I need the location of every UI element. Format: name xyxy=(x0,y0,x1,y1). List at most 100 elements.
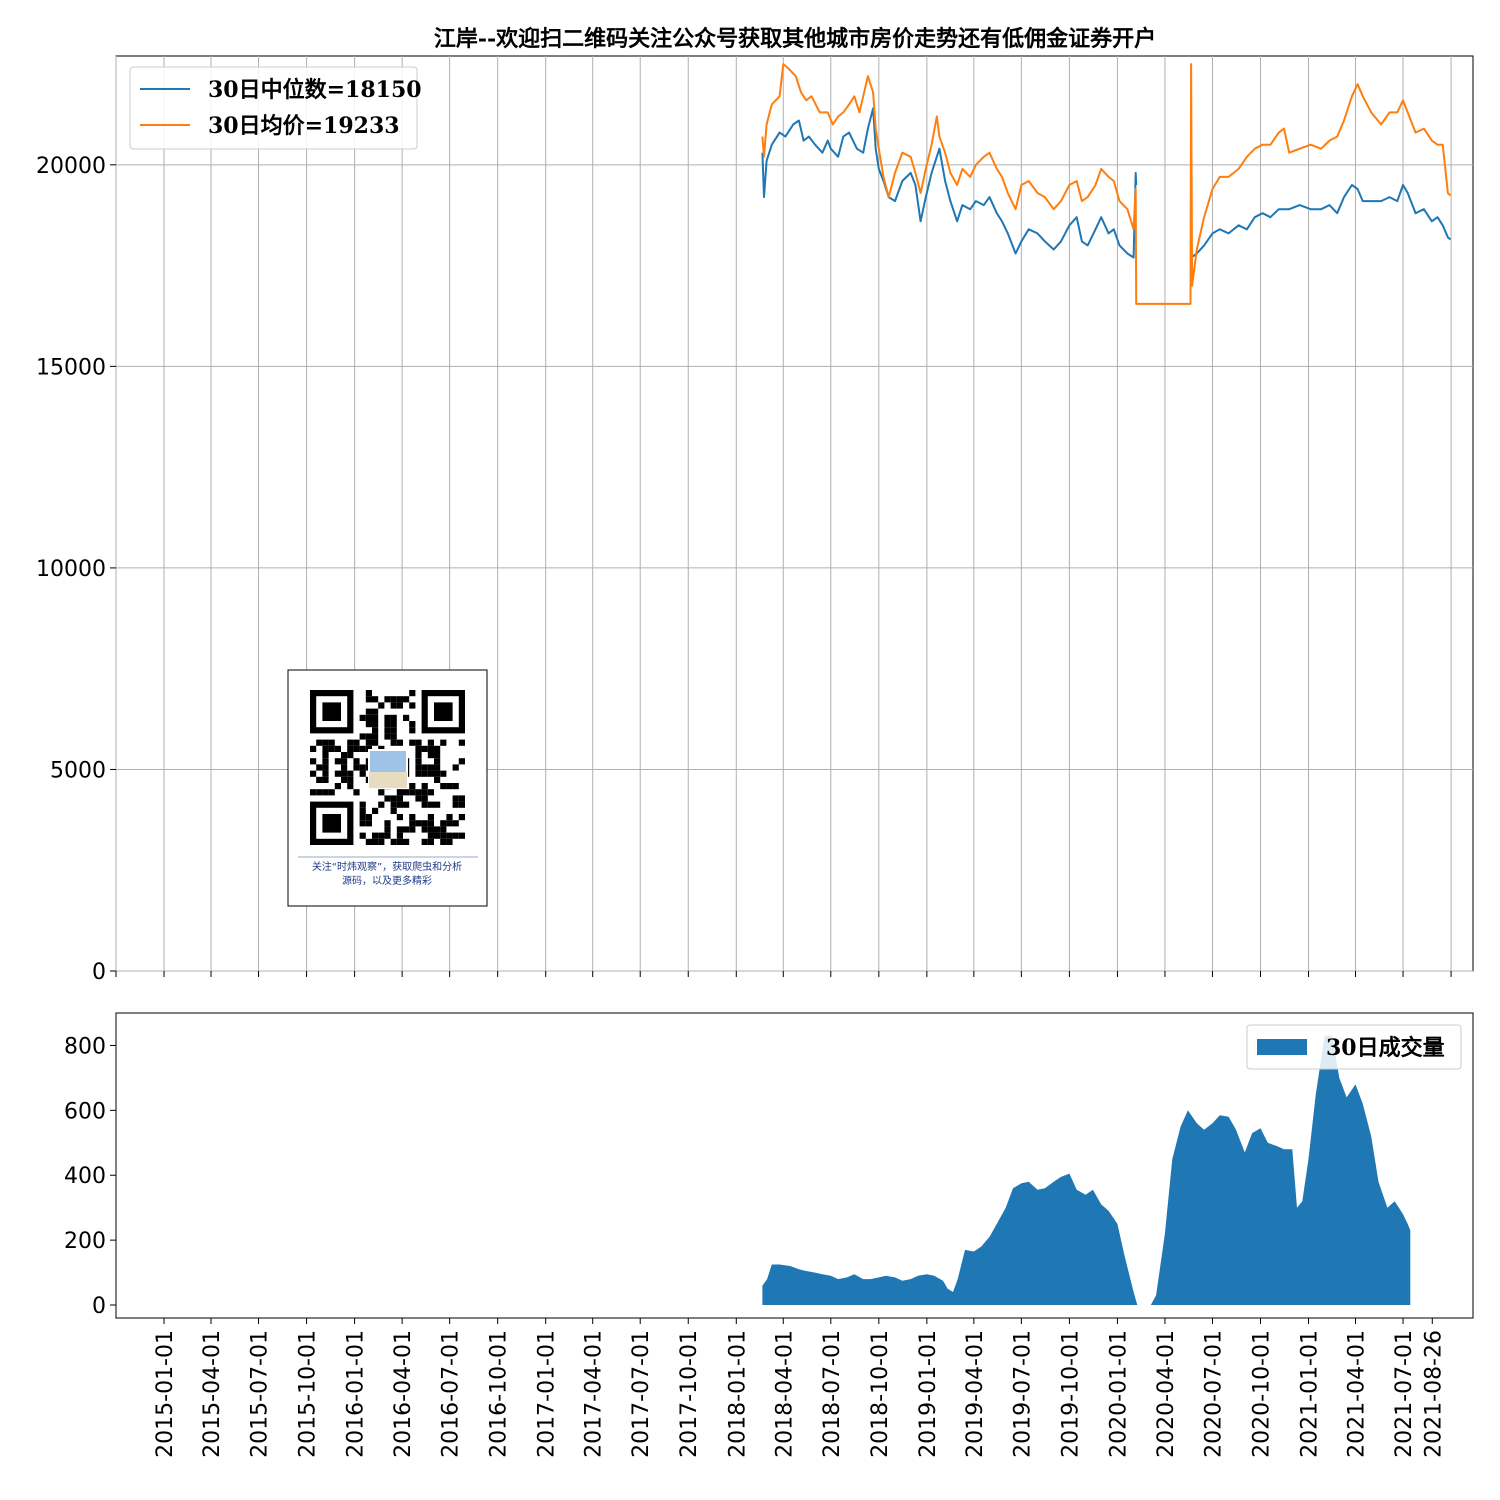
qr-module xyxy=(415,820,422,827)
qr-module xyxy=(341,776,348,783)
qr-module xyxy=(427,770,434,777)
qr-module xyxy=(452,795,459,802)
qr-module xyxy=(446,814,453,821)
volume-chart-frame xyxy=(115,1012,1474,1319)
x-tick-label: 2015-04-01 xyxy=(200,1330,225,1458)
x-tick-label: 2017-07-01 xyxy=(629,1330,654,1458)
qr-module xyxy=(347,770,354,777)
x-tick-label: 2019-01-01 xyxy=(916,1330,941,1458)
qr-module xyxy=(359,832,366,839)
price-chart-axes: 0 5000 10000 15000 20000 xyxy=(36,55,1474,985)
qr-module xyxy=(328,789,335,796)
qr-finder-center xyxy=(434,702,453,721)
qr-module xyxy=(322,752,329,759)
legend-label-median: 30日中位数=18150 xyxy=(208,77,422,103)
qr-module xyxy=(434,758,441,765)
qr-module xyxy=(421,789,428,796)
qr-module xyxy=(458,739,465,746)
x-tick-label: 2017-01-01 xyxy=(535,1330,560,1458)
qr-module xyxy=(341,764,348,771)
qr-module xyxy=(458,814,465,821)
volume-x-ticks: 2015-01-01 2015-04-01 2015-07-01 2015-10-01… xyxy=(153,1318,1446,1458)
qr-module xyxy=(334,745,341,752)
qr-module xyxy=(434,776,441,783)
qr-module xyxy=(310,745,317,752)
qr-module xyxy=(409,727,416,734)
qr-module xyxy=(378,838,385,845)
qr-module xyxy=(322,789,329,796)
qr-module xyxy=(347,752,354,759)
x-tick-label: 2017-10-01 xyxy=(677,1330,702,1458)
qr-module xyxy=(396,795,403,802)
qr-module xyxy=(365,739,372,746)
qr-finder-center xyxy=(322,702,341,721)
qr-module xyxy=(409,820,416,827)
qr-module xyxy=(347,783,354,790)
qr-module xyxy=(452,801,459,808)
qr-module xyxy=(452,820,459,827)
qr-module xyxy=(316,739,323,746)
price-y-ticks: 0 5000 10000 15000 20000 xyxy=(36,154,116,985)
legend-volume: 30日成交量 xyxy=(1246,1024,1462,1070)
qr-module xyxy=(328,745,335,752)
qr-module xyxy=(403,838,410,845)
qr-module xyxy=(334,770,341,777)
qr-module xyxy=(415,739,422,746)
qr-module xyxy=(421,838,428,845)
x-tick-label: 2020-07-01 xyxy=(1202,1330,1227,1458)
qr-module xyxy=(396,789,403,796)
qr-module xyxy=(427,801,434,808)
qr-module xyxy=(347,739,354,746)
qr-module xyxy=(434,801,441,808)
qr-module xyxy=(322,770,329,777)
x-tick-label: 2019-10-01 xyxy=(1058,1330,1083,1458)
qr-module xyxy=(458,832,465,839)
qr-module xyxy=(359,820,366,827)
x-tick-label: 2021-04-01 xyxy=(1345,1330,1370,1458)
qr-module xyxy=(458,758,465,765)
x-tick-label: 2019-04-01 xyxy=(963,1330,988,1458)
qr-module xyxy=(427,838,434,845)
qr-module xyxy=(365,733,372,740)
qr-module xyxy=(384,832,391,839)
qr-module xyxy=(396,814,403,821)
qr-module xyxy=(396,801,403,808)
qr-module xyxy=(372,696,379,703)
legend-box xyxy=(129,66,418,150)
qr-module xyxy=(384,721,391,728)
qr-module xyxy=(390,702,397,709)
qr-code-box: 关注“时炜观察”，获取爬虫和分析 源码，以及更多精彩 xyxy=(287,669,488,907)
qr-module xyxy=(310,770,317,777)
qr-module xyxy=(372,721,379,728)
qr-module xyxy=(372,727,379,734)
qr-module xyxy=(415,752,422,759)
x-tick-label: 2015-07-01 xyxy=(248,1330,273,1458)
x-tick-label: 2016-10-01 xyxy=(487,1330,512,1458)
qr-module xyxy=(372,714,379,721)
qr-module xyxy=(440,838,447,845)
qr-module xyxy=(396,826,403,833)
qr-module xyxy=(390,721,397,728)
qr-module xyxy=(415,764,422,771)
qr-module xyxy=(365,708,372,715)
qr-module xyxy=(359,764,366,771)
qr-module xyxy=(322,745,329,752)
qr-module xyxy=(353,739,360,746)
qr-module xyxy=(440,832,447,839)
qr-module xyxy=(334,758,341,765)
qr-module xyxy=(372,733,379,740)
qr-module xyxy=(390,807,397,814)
qr-module xyxy=(427,789,434,796)
qr-module xyxy=(365,745,372,752)
y-tick-label: 5000 xyxy=(50,758,106,783)
qr-module xyxy=(396,739,403,746)
y-tick-label: 10000 xyxy=(36,557,106,582)
qr-module xyxy=(440,820,447,827)
qr-module xyxy=(446,820,453,827)
x-tick-label: 2016-01-01 xyxy=(344,1330,369,1458)
qr-module xyxy=(409,826,416,833)
qr-module xyxy=(427,814,434,821)
x-tick-label: 2016-07-01 xyxy=(439,1330,464,1458)
x-tick-label: 2016-04-01 xyxy=(391,1330,416,1458)
